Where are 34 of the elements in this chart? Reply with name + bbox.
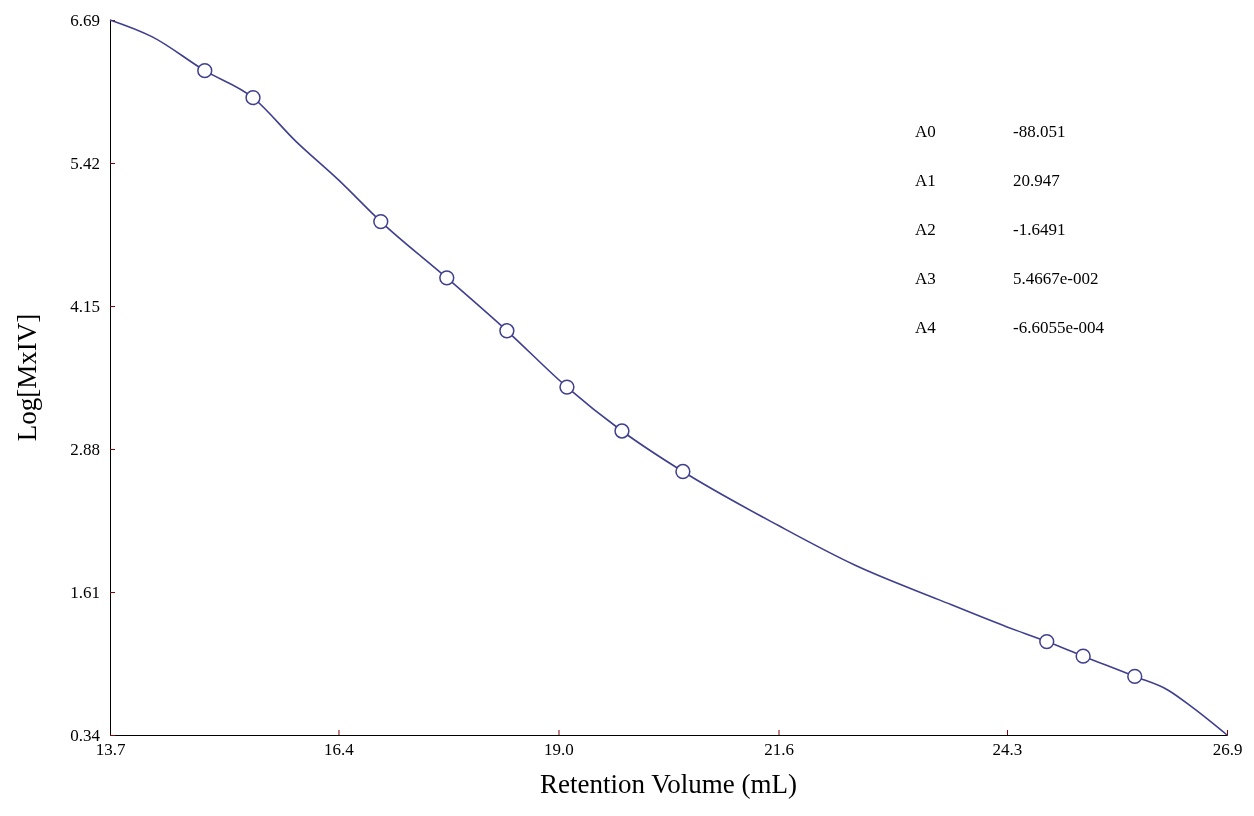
point xyxy=(245,90,261,106)
x-tick-label: 24.3 xyxy=(992,740,1023,760)
y-tick-label: 2.88 xyxy=(70,439,100,459)
point xyxy=(197,63,213,79)
y-axis-title: Log[MxIV] xyxy=(12,313,42,442)
point xyxy=(373,213,389,230)
y-tick-label: 6.69 xyxy=(70,10,100,30)
y-tick-label: 4.15 xyxy=(70,296,100,316)
annotation: 20.947 xyxy=(1013,171,1061,190)
point xyxy=(1039,633,1055,650)
annotation: A1 xyxy=(915,171,936,190)
x-tick-label: 26.9 xyxy=(1212,740,1243,760)
point xyxy=(675,463,691,480)
annotation: A0 xyxy=(915,122,936,141)
point xyxy=(499,323,515,339)
point xyxy=(559,379,575,395)
x-tick-label: 19.0 xyxy=(544,740,574,760)
x-tick-label: 21.6 xyxy=(764,740,794,760)
y-tick-label: 5.42 xyxy=(70,153,100,173)
annotation: 5.4667e-002 xyxy=(1013,269,1099,288)
annotation: -88.051 xyxy=(1013,122,1066,141)
point xyxy=(614,423,630,439)
annotation: A3 xyxy=(915,269,936,288)
x-axis-title: Retention Volume (mL) xyxy=(540,769,797,799)
point xyxy=(439,270,455,286)
annotation: -1.6491 xyxy=(1013,220,1066,239)
line-series xyxy=(109,19,1228,736)
y-tick-label: 1.61 xyxy=(70,582,100,602)
annotation: -6.6055e-004 xyxy=(1013,318,1105,337)
x-tick-label: 16.4 xyxy=(324,740,355,760)
annotation: A2 xyxy=(915,220,936,239)
point xyxy=(1075,648,1091,664)
point xyxy=(1127,668,1143,685)
annotation: A4 xyxy=(915,318,937,337)
